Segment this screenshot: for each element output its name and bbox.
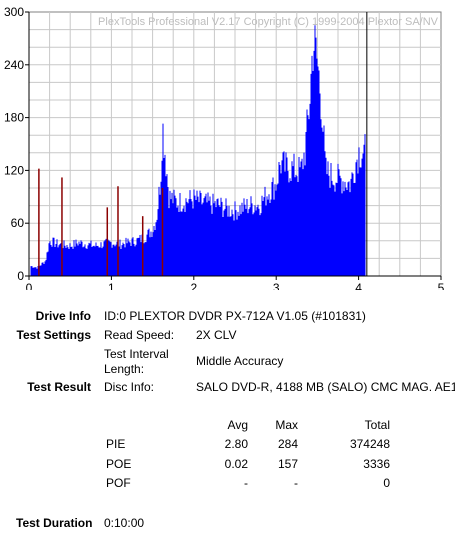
y-tick-label: 240 xyxy=(4,58,24,72)
stats-row-pof-max: - xyxy=(294,476,298,490)
x-tick-label: 0 xyxy=(26,281,33,290)
y-tick-label: 300 xyxy=(4,5,24,19)
stats-row-pie-avg: 2.80 xyxy=(224,437,248,451)
stats-row-pie-name: PIE xyxy=(106,437,126,451)
stats-row-pie-max: 284 xyxy=(277,437,298,451)
x-tick-label: 2 xyxy=(190,281,197,290)
interval-value: Middle Accuracy xyxy=(196,354,284,368)
stats-header-total: Total xyxy=(364,418,390,432)
interval-label-line1: Test Interval xyxy=(104,347,169,361)
stats-row-poe-total: 3336 xyxy=(363,457,390,471)
data-spikes xyxy=(38,168,164,276)
y-tick-label: 180 xyxy=(4,111,24,125)
drive-info-value: ID:0 PLEXTOR DVDR PX-712A V1.05 (#101831… xyxy=(104,309,366,323)
test-duration-value: 0:10:00 xyxy=(104,516,145,530)
y-tick-label: 120 xyxy=(4,163,24,177)
stats-row-poe-name: POE xyxy=(106,457,132,471)
x-tick-label: 1 xyxy=(108,281,115,290)
stats-header-max: Max xyxy=(275,418,298,432)
stats-row-pof-name: POF xyxy=(106,476,131,490)
horizontal-gridlines xyxy=(29,29,441,259)
stats-row-poe-max: 157 xyxy=(277,457,298,471)
test-duration-label: Test Duration xyxy=(16,516,93,530)
x-tick-label: 4 xyxy=(355,281,362,290)
chart-watermark: PlexTools Professional V2.17 Copyright (… xyxy=(98,16,439,28)
stats-header-avg: Avg xyxy=(227,418,248,432)
y-tick-labels: 0 60 120 180 240 300 xyxy=(4,5,29,283)
y-tick-label: 60 xyxy=(11,216,25,230)
drive-info-label: Drive Info xyxy=(35,309,91,323)
test-settings-label: Test Settings xyxy=(16,328,91,342)
test-result-label: Test Result xyxy=(27,380,91,394)
stats-row-pof-avg: - xyxy=(244,476,248,490)
interval-label-line2: Length: xyxy=(104,362,145,376)
disc-info-value: SALO DVD-R, 4188 MB (SALO) CMC MAG. AE1 xyxy=(196,380,455,394)
stats-row-pie-total: 374248 xyxy=(349,437,390,451)
stats-row-pof-total: 0 xyxy=(383,476,390,490)
read-speed-value: 2X CLV xyxy=(196,328,237,342)
stats-row-poe-avg: 0.02 xyxy=(224,457,248,471)
x-tick-label: 5 xyxy=(438,281,445,290)
pie-chart: PlexTools Professional V2.17 Copyright (… xyxy=(4,5,445,290)
disc-info-label: Disc Info: xyxy=(104,380,155,394)
read-speed-label: Read Speed: xyxy=(104,328,175,342)
x-tick-label: 3 xyxy=(273,281,280,290)
x-tick-labels: 0 1 2 3 4 5 xyxy=(26,276,445,290)
y-tick-label: 0 xyxy=(17,269,24,283)
